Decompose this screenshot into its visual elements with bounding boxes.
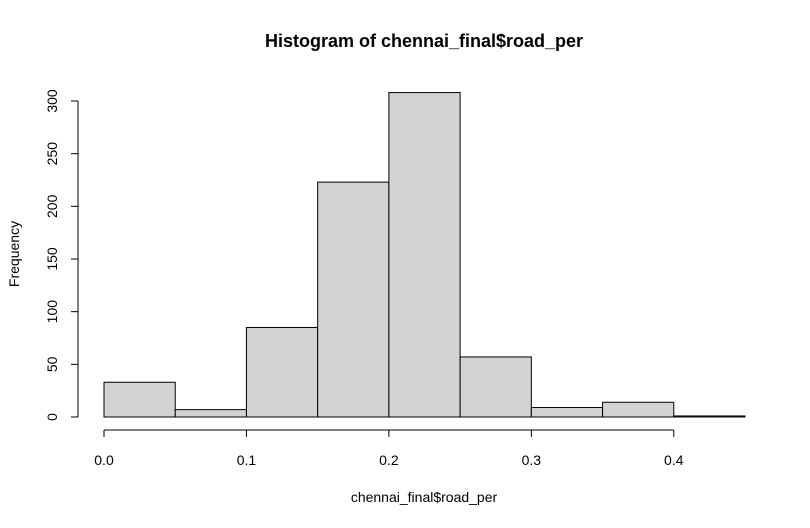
y-tick-label-4: 200: [44, 194, 60, 218]
y-tick-label-3: 150: [44, 247, 60, 271]
histogram-bar-3: [317, 181, 390, 418]
x-tick-label-0: 0.0: [94, 452, 114, 468]
x-tick-label-1: 0.1: [237, 452, 257, 468]
bars-group: [103, 92, 746, 418]
histogram-bar-8: [673, 415, 746, 418]
chart-title: Histogram of chennai_final$road_per: [265, 31, 583, 51]
x-tick-label-2: 0.2: [379, 452, 399, 468]
y-tick-label-6: 300: [44, 89, 60, 113]
y-axis: 0 50 100 150 200 250 300: [44, 89, 79, 421]
histogram-bar-7: [602, 401, 675, 418]
x-axis-label: chennai_final$road_per: [351, 489, 498, 505]
y-tick-label-0: 0: [44, 413, 60, 421]
x-tick-label-4: 0.4: [664, 452, 684, 468]
histogram-bar-5: [459, 356, 532, 418]
y-tick-label-2: 100: [44, 300, 60, 324]
histogram-bar-4: [388, 92, 461, 418]
y-axis-label: Frequency: [6, 221, 22, 287]
histogram-bar-1: [174, 409, 247, 418]
y-tick-label-5: 250: [44, 142, 60, 166]
histogram-bar-6: [530, 407, 604, 418]
histogram-bar-0: [103, 381, 176, 418]
x-axis: 0.0 0.1 0.2 0.3 0.4: [94, 429, 684, 468]
histogram-bar-2: [245, 326, 319, 418]
x-tick-label-3: 0.3: [522, 452, 542, 468]
y-tick-label-1: 50: [44, 356, 60, 372]
